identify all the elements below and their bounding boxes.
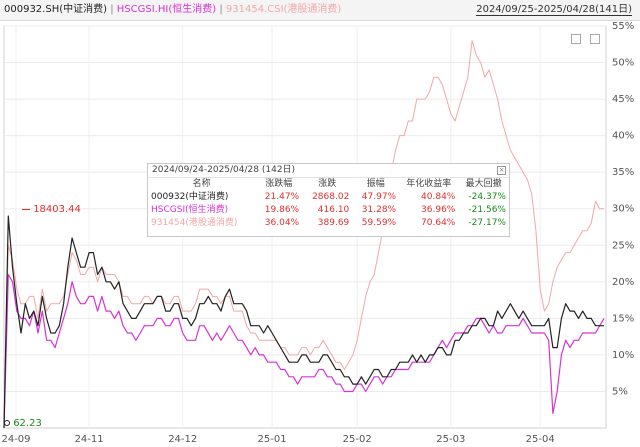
col-header-name: 名称 (192, 179, 211, 189)
series-line-000932 (3, 215, 604, 429)
table-row[interactable]: HSCGSI(恒生消费) 19.86% 416.10 31.28% 36.96%… (148, 204, 509, 217)
y-tick-label: 25% (612, 240, 634, 251)
y-tick-label: 10% (612, 350, 634, 361)
tooltip-title: 2024/09/24-2025/04/28 (142日) × (148, 164, 509, 178)
series-line-931454 (3, 40, 604, 429)
row-drawdown: -24.37% (468, 192, 506, 202)
col-header-annual: 年化收益率 (406, 179, 452, 189)
date-range[interactable]: 2024/09/25-2025/04/28(141日) (476, 0, 632, 20)
table-row[interactable]: 000932(中证消费) 21.47% 2868.02 47.97% 40.84… (148, 191, 509, 204)
legend-item-hscgsi[interactable]: HSCGSI.HI(恒生消费) (116, 4, 217, 15)
legend-item-000932[interactable]: 000932.SH(中证消费) (4, 4, 108, 15)
stats-tooltip: 2024/09/24-2025/04/28 (142日) × 名称 涨跌幅 涨跌… (147, 163, 510, 237)
x-tick-label: 25-04 (526, 434, 555, 445)
x-tick-label: 25-03 (436, 434, 465, 445)
row-chg: 416.10 (317, 205, 350, 215)
col-header-chg: 涨跌 (318, 179, 337, 189)
peak-label: 18403.44 (33, 204, 81, 215)
tooltip-title-text: 2024/09/24-2025/04/28 (142日) (152, 165, 296, 175)
y-tick-label: 55% (612, 21, 634, 32)
series-line-hscgsi (3, 273, 605, 429)
row-annual: 36.96% (421, 205, 456, 215)
low-marker (4, 420, 10, 426)
peak-annotation: 18403.44 (22, 204, 81, 215)
row-drawdown: -21.56% (468, 205, 506, 215)
legend-separator: | (110, 4, 114, 15)
y-tick-label: 45% (612, 94, 634, 105)
row-annual: 40.84% (421, 192, 456, 202)
row-amp: 47.97% (361, 192, 397, 202)
col-header-amp: 振幅 (366, 179, 385, 189)
peak-marker (22, 208, 30, 210)
maximize-icon[interactable] (590, 34, 601, 44)
row-chg-pct: 19.86% (264, 205, 300, 215)
row-annual: 70.64% (421, 218, 456, 228)
row-name: HSCGSI(恒生消费) (151, 205, 229, 215)
chart-header: 000932.SH(中证消费) | HSCGSI.HI(恒生消费) | 9314… (0, 0, 640, 21)
y-tick-label: 35% (612, 167, 634, 178)
window-controls (571, 29, 604, 48)
row-chg-pct: 36.04% (264, 218, 300, 228)
table-header-row: 名称 涨跌幅 涨跌 振幅 年化收益率 最大回撤 (148, 178, 509, 191)
x-tick-label: 25-01 (258, 434, 287, 445)
row-chg-pct: 21.47% (264, 192, 300, 202)
row-drawdown: -27.17% (468, 218, 506, 228)
stats-table: 名称 涨跌幅 涨跌 振幅 年化收益率 最大回撤 000932(中证消费) 21.… (148, 178, 509, 230)
y-tick-label: 5% (612, 386, 628, 397)
close-icon[interactable]: × (497, 166, 506, 175)
row-amp: 31.28% (361, 205, 397, 215)
x-tick-label: 24-12 (168, 434, 197, 445)
restore-icon[interactable] (571, 34, 581, 44)
col-header-chg-pct: 涨跌幅 (265, 179, 293, 189)
low-label: 62.23 (13, 418, 42, 429)
row-chg: 389.69 (317, 218, 350, 228)
legend: 000932.SH(中证消费) | HSCGSI.HI(恒生消费) | 9314… (4, 0, 341, 20)
row-name: 931454(港股通消费) (151, 218, 238, 228)
row-name: 000932(中证消费) (151, 192, 229, 202)
low-annotation: 62.23 (4, 418, 42, 429)
y-tick-label: 40% (612, 131, 634, 142)
y-tick-label: 30% (612, 204, 634, 215)
y-tick-label: 20% (612, 277, 634, 288)
table-row[interactable]: 931454(港股通消费) 36.04% 389.69 59.59% 70.64… (148, 217, 509, 230)
col-header-drawdown: 最大回撤 (465, 179, 502, 189)
x-tick-label: 24-09 (1, 434, 30, 445)
legend-separator: | (219, 4, 223, 15)
y-tick-label: 50% (612, 58, 634, 69)
date-range-label[interactable]: 2024/09/25-2025/04/28(141日) (476, 4, 632, 16)
y-tick-label: 15% (612, 313, 634, 324)
legend-item-931454[interactable]: 931454.CSI(港股通消费) (225, 4, 342, 15)
x-tick-label: 25-02 (343, 434, 372, 445)
x-tick-label: 24-11 (75, 434, 104, 445)
row-amp: 59.59% (361, 218, 397, 228)
row-chg: 2868.02 (312, 192, 350, 202)
